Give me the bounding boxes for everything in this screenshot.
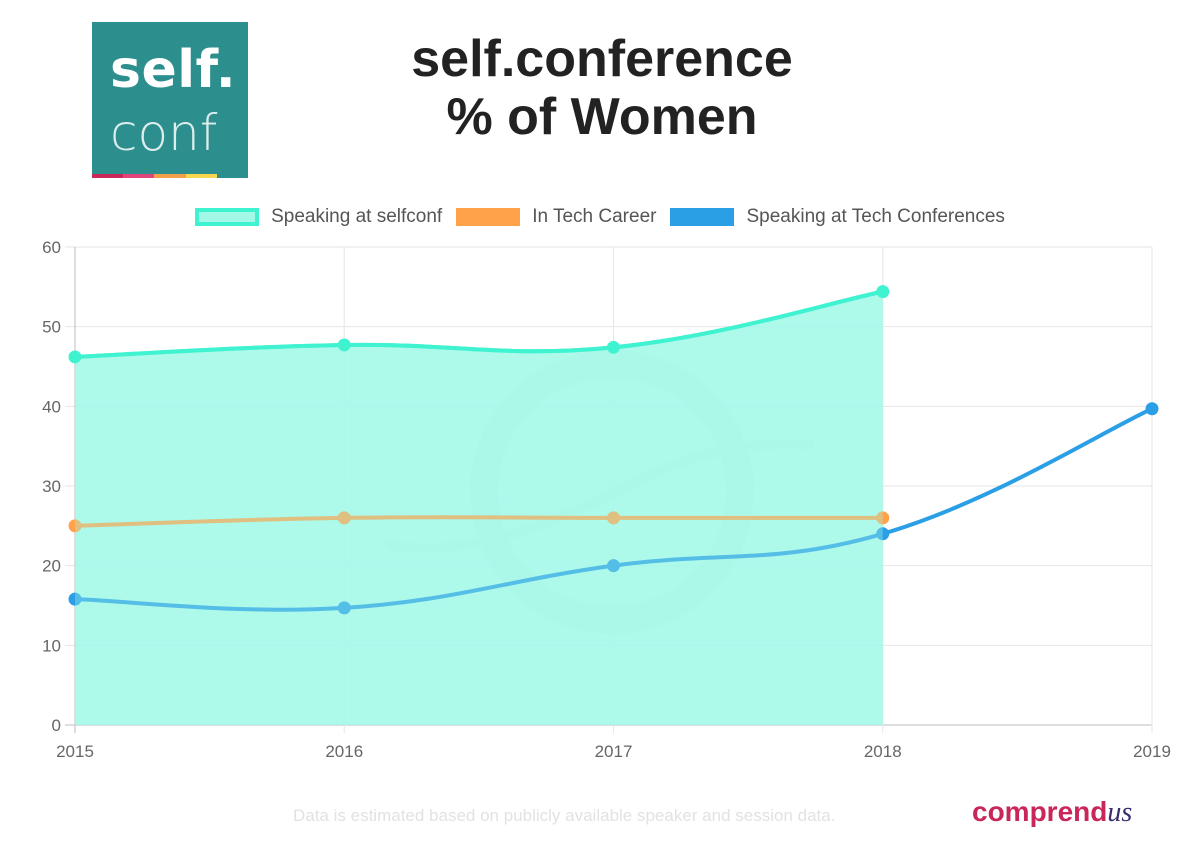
logo-strip-segment — [216, 174, 248, 178]
data-point-speaking-at-tech-conferences[interactable] — [876, 527, 890, 541]
y-tick-label: 30 — [42, 477, 61, 496]
logo-color-strip — [92, 174, 248, 178]
chart-legend: Speaking at selfconf In Tech Career Spea… — [0, 206, 1200, 228]
logo-strip-segment — [123, 174, 155, 178]
y-tick-label: 60 — [42, 238, 61, 257]
legend-item-speaking-at-selfconf[interactable]: Speaking at selfconf — [195, 206, 442, 228]
legend-label: Speaking at selfconf — [271, 206, 443, 227]
y-tick-label: 10 — [42, 636, 61, 655]
legend-item-in-tech-career[interactable]: In Tech Career — [456, 206, 656, 228]
legend-swatch — [670, 208, 735, 226]
data-point-speaking-at-tech-conferences[interactable] — [1145, 402, 1159, 416]
x-tick-label: 2017 — [595, 742, 633, 761]
y-tick-label: 0 — [52, 716, 61, 735]
legend-item-speaking-at-tech-conferences[interactable]: Speaking at Tech Conferences — [670, 206, 1005, 228]
data-point-speaking-at-tech-conferences[interactable] — [607, 559, 620, 573]
series-line-top — [74, 289, 884, 359]
data-point-in-tech-career[interactable] — [607, 511, 620, 525]
legend-swatch — [195, 208, 260, 226]
data-point-top[interactable] — [69, 350, 81, 363]
chart-title-line-2: % of Women — [446, 88, 758, 146]
comprendus-logo: comprendus — [972, 796, 1132, 829]
x-tick-label: 2015 — [56, 742, 94, 761]
data-point-top[interactable] — [607, 341, 620, 354]
data-point-in-tech-career[interactable] — [337, 511, 351, 525]
logo-strip-segment — [154, 174, 186, 178]
x-tick-label: 2016 — [325, 742, 363, 761]
x-tick-label: 2019 — [1133, 742, 1171, 761]
data-point-top[interactable] — [338, 338, 351, 351]
selfconf-logo: self. conf — [92, 22, 248, 178]
x-tick-label: 2018 — [864, 742, 902, 761]
brand-main-text: comprend — [972, 796, 1108, 827]
data-point-top[interactable] — [876, 285, 889, 298]
series-area-speaking-at-selfconf — [75, 291, 883, 725]
logo-strip-segment — [92, 174, 124, 178]
series-line-in-tech-career — [73, 515, 885, 528]
chart-title-line-1: self.conference — [411, 30, 793, 88]
legend-label: In Tech Career — [532, 206, 657, 227]
chart-title: self.conference % of Women — [300, 30, 904, 146]
data-point-in-tech-career[interactable] — [876, 511, 890, 525]
legend-label: Speaking at Tech Conferences — [746, 206, 1005, 227]
data-point-speaking-at-tech-conferences[interactable] — [68, 592, 82, 606]
y-tick-label: 40 — [42, 397, 61, 416]
data-point-speaking-at-tech-conferences[interactable] — [337, 601, 351, 615]
series-area-tint — [75, 291, 883, 725]
y-tick-label: 50 — [42, 318, 61, 337]
data-point-in-tech-career[interactable] — [68, 519, 82, 533]
footnote: Data is estimated based on publicly avai… — [293, 806, 836, 825]
logo-text-top: self. — [110, 40, 237, 100]
logo-text-bottom: conf — [110, 104, 218, 162]
logo-strip-segment — [185, 174, 217, 178]
brand-script-text: us — [1107, 797, 1133, 828]
legend-swatch — [456, 208, 521, 226]
y-tick-label: 20 — [42, 557, 61, 576]
